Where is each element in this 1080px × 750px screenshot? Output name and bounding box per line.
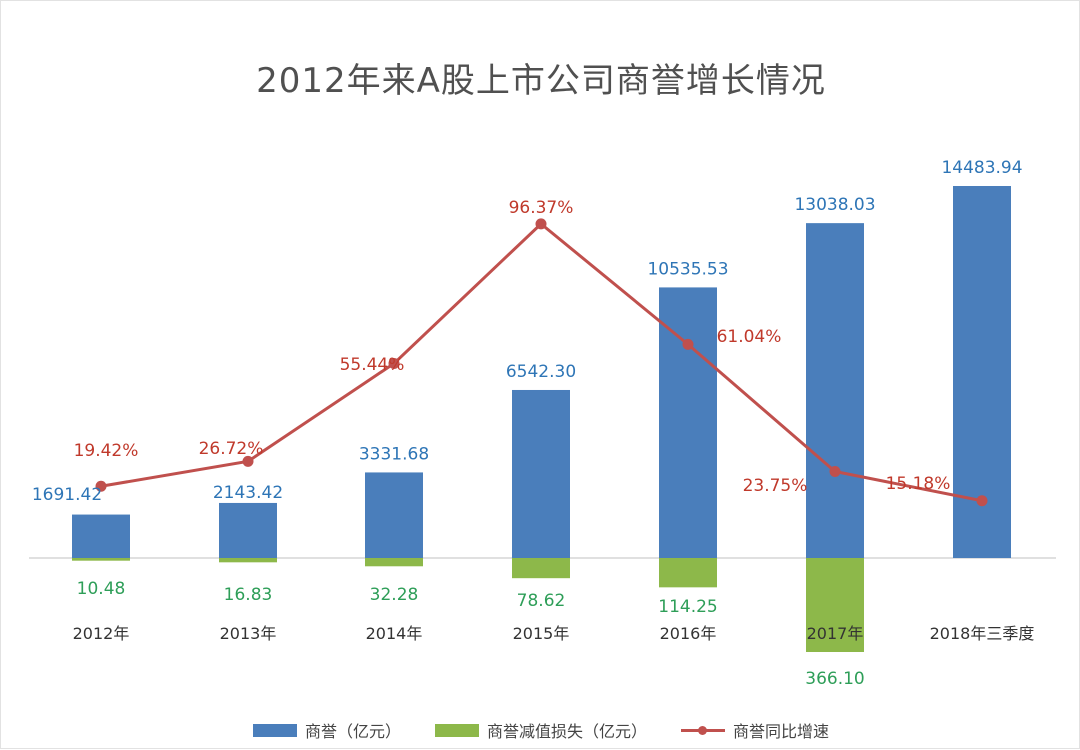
impairment-value-label: 32.28 (370, 585, 419, 605)
growth-point (535, 218, 547, 230)
legend-label-impairment: 商誉减值损失（亿元） (486, 722, 647, 741)
impairment-bar (659, 558, 717, 588)
goodwill-bar (365, 472, 423, 558)
growth-value-label: 96.37% (509, 198, 574, 218)
x-tick-label: 2012年 (73, 624, 130, 643)
impairment-bar (72, 558, 130, 561)
growth-line-series (95, 218, 988, 507)
x-axis-ticks: 2012年 2013年 2014年 2015年 2016年 2017年 2018年三季度 (73, 624, 1035, 643)
goodwill-value-label: 2143.42 (213, 483, 283, 503)
legend-item-impairment: 商誉减值损失（亿元） (434, 718, 647, 742)
growth-point (242, 455, 254, 467)
goodwill-value-label: 6542.30 (506, 362, 576, 382)
legend-swatch-impairment (434, 723, 479, 737)
x-tick-label: 2013年 (220, 624, 277, 643)
goodwill-bar (659, 287, 717, 558)
growth-value-label: 19.42% (74, 441, 139, 461)
legend-swatch-goodwill (252, 723, 297, 737)
x-tick-label: 2016年 (660, 624, 717, 643)
goodwill-value-label: 3331.68 (359, 444, 429, 464)
impairment-bar (806, 558, 864, 652)
impairment-value-label: 366.10 (805, 669, 864, 689)
goodwill-bar (219, 502, 277, 558)
impairment-bar (512, 558, 570, 579)
goodwill-value-label: 1691.42 (32, 485, 102, 505)
goodwill-bar (806, 223, 864, 558)
growth-value-label: 15.18% (886, 474, 951, 494)
impairment-labels: 10.48 16.83 32.28 78.62 114.25 366.10 (77, 579, 865, 689)
impairment-bar (365, 558, 423, 567)
legend-label-goodwill: 商誉（亿元） (304, 722, 401, 741)
growth-point (829, 466, 841, 478)
growth-point (682, 338, 694, 350)
x-tick-label: 2017年 (807, 624, 864, 643)
growth-value-label: 55.44% (340, 355, 405, 375)
goodwill-value-label: 14483.94 (941, 158, 1022, 178)
legend-swatch-growth (681, 724, 725, 737)
growth-point (388, 357, 400, 369)
x-tick-label: 2014年 (366, 624, 423, 643)
growth-value-label: 61.04% (717, 327, 782, 347)
x-tick-label: 2018年三季度 (930, 624, 1035, 643)
legend-item-goodwill: 商誉（亿元） (252, 718, 401, 742)
legend: 商誉（亿元） 商誉减值损失（亿元） 商誉同比增速 (1, 718, 1080, 742)
impairment-bars (72, 558, 864, 652)
growth-point (95, 480, 107, 492)
goodwill-bar (72, 514, 130, 558)
impairment-bar (219, 558, 277, 563)
growth-value-label: 26.72% (199, 439, 264, 459)
goodwill-bar (512, 389, 570, 558)
goodwill-value-label: 13038.03 (794, 195, 875, 215)
growth-value-label: 23.75% (743, 476, 808, 496)
chart-title: 2012年来A股上市公司商誉增长情况 (256, 61, 826, 101)
impairment-value-label: 10.48 (77, 579, 126, 599)
legend-item-growth: 商誉同比增速 (681, 718, 829, 742)
impairment-value-label: 16.83 (224, 585, 273, 605)
legend-label-growth: 商誉同比增速 (733, 722, 830, 741)
goodwill-labels: 1691.42 2143.42 3331.68 6542.30 10535.53 1303… (32, 158, 1023, 505)
impairment-value-label: 78.62 (517, 591, 566, 611)
growth-point (976, 495, 988, 507)
x-tick-label: 2015年 (513, 624, 570, 643)
growth-labels: 19.42% 26.72% 55.44% 96.37% 61.04% 23.75% 15.1… (74, 198, 951, 496)
goodwill-value-label: 10535.53 (647, 259, 728, 279)
impairment-value-label: 114.25 (658, 597, 717, 617)
